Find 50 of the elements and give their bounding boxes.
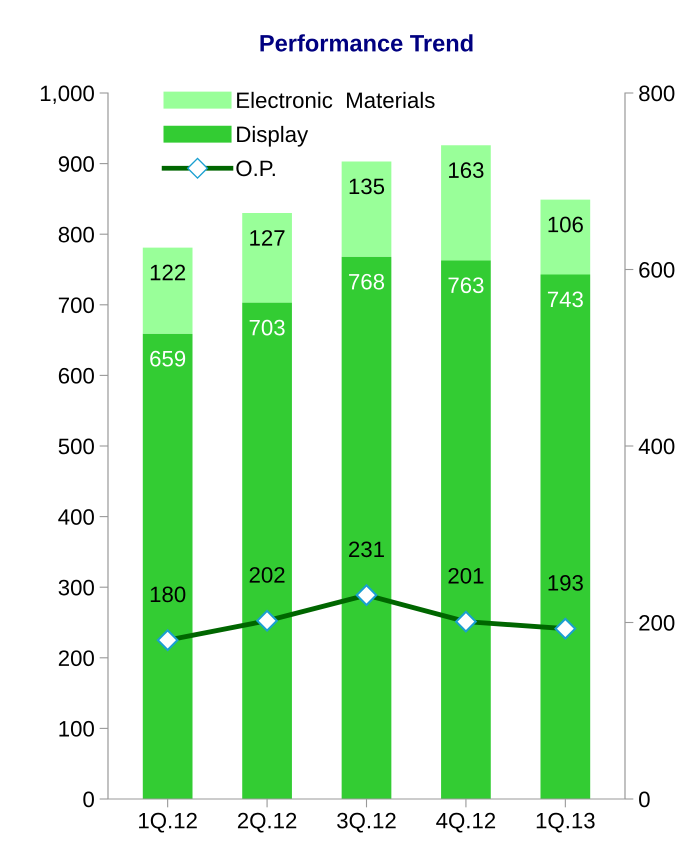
y-tick-label: 200 — [58, 650, 94, 666]
y-tick-label: 400 — [58, 509, 94, 525]
chart-title: Performance Trend — [260, 34, 473, 52]
data-label: 163 — [449, 162, 484, 178]
data-label: 703 — [250, 320, 285, 336]
bar — [441, 145, 491, 260]
data-label: 122 — [150, 264, 186, 280]
x-tick-label: 3Q.12 — [337, 812, 396, 832]
y-tick-label: 900 — [58, 156, 94, 172]
data-label: 659 — [150, 350, 186, 367]
y-tick-label: 0 — [83, 792, 94, 808]
bar — [242, 213, 292, 303]
legend-label: Display — [237, 126, 308, 147]
data-label: 135 — [350, 178, 384, 194]
y-tick-label: 700 — [58, 297, 94, 314]
data-label: 201 — [448, 568, 484, 584]
y-tick-label: 1,000 — [40, 86, 94, 104]
data-label: 193 — [548, 575, 583, 591]
legend-label: Electronic Materials — [237, 92, 435, 108]
x-tick-label: 4Q.12 — [436, 812, 496, 832]
y-tick-label: 100 — [59, 720, 94, 737]
bar — [142, 334, 193, 799]
y2-tick-label: 600 — [639, 262, 674, 278]
x-tick-label: 2Q.12 — [238, 812, 296, 832]
y-tick-label: 800 — [58, 226, 94, 242]
bar — [342, 161, 392, 257]
legend-label: O.P. — [236, 160, 275, 176]
x-tick-label: 1Q.13 — [536, 812, 595, 832]
bar — [242, 302, 292, 799]
bar — [142, 248, 193, 334]
data-label: 763 — [448, 277, 484, 294]
data-label: 127 — [250, 230, 284, 246]
y2-tick-label: 400 — [638, 438, 674, 454]
y-tick-label: 600 — [58, 368, 94, 384]
data-label: 202 — [250, 567, 284, 583]
y-tick-label: 500 — [58, 438, 94, 454]
bar — [540, 274, 590, 799]
data-label: 180 — [150, 586, 186, 602]
y2-tick-label: 0 — [639, 792, 650, 808]
bar — [540, 200, 590, 274]
y-tick-label: 300 — [58, 580, 94, 596]
bar — [342, 256, 392, 799]
data-label: 768 — [349, 274, 384, 290]
y2-tick-label: 800 — [639, 86, 674, 102]
y2-tick-label: 200 — [639, 615, 674, 631]
data-label: 743 — [548, 292, 583, 308]
data-label: 231 — [349, 541, 384, 558]
bar — [441, 260, 491, 799]
data-label: 106 — [548, 216, 583, 232]
x-tick-label: 1Q.12 — [139, 812, 197, 832]
